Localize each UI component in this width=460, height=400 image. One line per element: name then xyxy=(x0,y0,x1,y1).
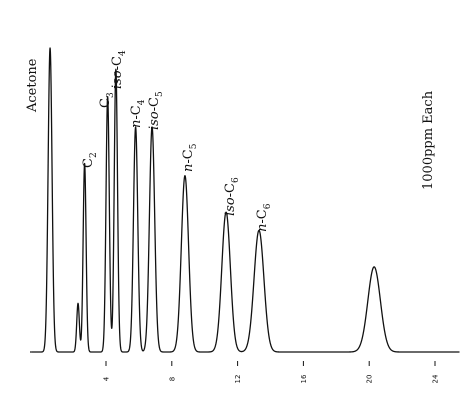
x-tick-label: 12 xyxy=(234,375,242,384)
peak-label-c2: C2 xyxy=(81,152,99,168)
peak-label-iso-c6: iso-C6 xyxy=(223,177,241,216)
peak-label-n-c4: n-C4 xyxy=(129,99,147,128)
x-tick-label: 24 xyxy=(432,374,440,383)
x-tick-label: 20 xyxy=(366,375,374,384)
peak-label-c3: C3 xyxy=(98,92,116,108)
trace-layer xyxy=(31,47,460,353)
peak-label-iso-c5: iso-C5 xyxy=(147,91,165,130)
x-tick-label: 4 xyxy=(103,376,111,381)
x-tick-label: 8 xyxy=(168,377,176,381)
x-axis-ticks: 4 8 12 16 20 24 xyxy=(103,361,440,383)
peak-label-n-c5: n-C5 xyxy=(181,143,199,172)
x-tick-label: 16 xyxy=(300,374,308,383)
peak-label-acetone: Acetone xyxy=(25,58,40,113)
concentration-annotation: 1000ppm Each xyxy=(421,90,436,190)
chromatogram-trace xyxy=(31,47,460,353)
peak-label-n-c6: n-C6 xyxy=(255,203,273,232)
peak-label-iso-c4: iso-C4 xyxy=(110,50,128,89)
